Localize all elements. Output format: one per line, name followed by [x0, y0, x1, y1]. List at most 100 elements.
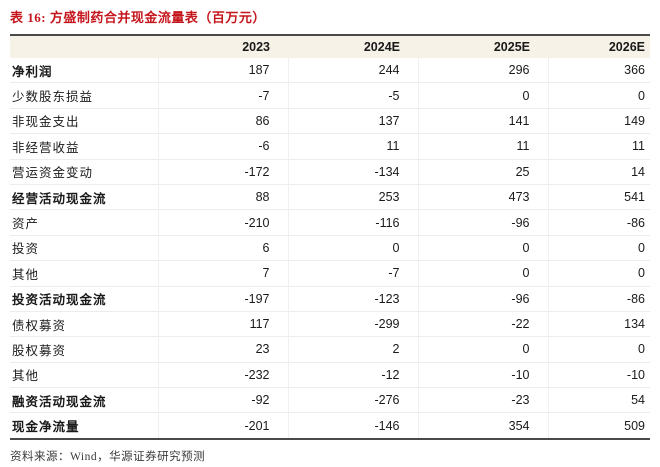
- cell-value: -276: [287, 387, 418, 413]
- cell-value: -7: [157, 82, 288, 109]
- cell-value: 2: [287, 336, 418, 363]
- table-row: 非现金支出 86 137 141 149: [10, 108, 650, 134]
- cell-value: -86: [547, 286, 650, 312]
- table-row: 经营活动现金流 88 253 473 541: [10, 184, 650, 210]
- cell-value: -96: [417, 286, 548, 312]
- row-label: 投资: [12, 242, 40, 257]
- cell-value: -5: [287, 82, 418, 109]
- cell-value: 23: [157, 336, 288, 363]
- cell-value: -299: [287, 311, 418, 337]
- row-label: 股权募资: [12, 343, 67, 358]
- cell-value: 86: [157, 108, 288, 134]
- cell-value: 0: [547, 336, 650, 363]
- cell-value: 54: [547, 387, 650, 413]
- row-label: 融资活动现金流: [12, 394, 107, 409]
- column-header-2023: 2023: [158, 35, 288, 58]
- table-row: 少数股东损益 -7 -5 0 0: [10, 82, 650, 109]
- table-row: 投资活动现金流 -197 -123 -96 -86: [10, 286, 650, 312]
- table-row: 净利润 187 244 296 366: [10, 58, 650, 83]
- row-label: 净利润: [12, 64, 53, 79]
- column-header-2025e: 2025E: [418, 35, 548, 58]
- row-label: 非现金支出: [12, 115, 80, 130]
- cell-value: 141: [417, 108, 548, 134]
- header-row: 2023 2024E 2025E 2026E: [10, 35, 650, 58]
- cell-value: -86: [547, 209, 650, 236]
- cell-value: -232: [157, 362, 288, 388]
- cell-value: -116: [287, 209, 418, 236]
- cell-value: -10: [417, 362, 548, 388]
- cell-value: -210: [157, 209, 288, 236]
- column-header-2026e: 2026E: [548, 35, 650, 58]
- cell-value: -92: [157, 387, 288, 413]
- cash-flow-table: 2023 2024E 2025E 2026E 净利润 187 244 296 366 少数…: [10, 34, 650, 440]
- table-row: 投资 6 0 0 0: [10, 235, 650, 261]
- cell-value: -12: [287, 362, 418, 388]
- cell-value: 7: [157, 260, 288, 287]
- table-title: 表 16: 方盛制药合并现金流量表（百万元）: [10, 10, 266, 25]
- cell-value: 244: [287, 58, 418, 83]
- cell-value: 149: [547, 108, 650, 134]
- cell-value: -146: [287, 412, 418, 439]
- cell-value: 117: [157, 311, 288, 337]
- table-row: 融资活动现金流 -92 -276 -23 54: [10, 387, 650, 413]
- cell-value: 541: [547, 184, 650, 210]
- cell-value: -201: [157, 412, 288, 439]
- cell-value: 0: [547, 235, 650, 261]
- cell-value: -10: [547, 362, 650, 388]
- cell-value: 25: [417, 159, 548, 185]
- cell-value: -96: [417, 209, 548, 236]
- table-row: 非经营收益 -6 11 11 11: [10, 133, 650, 160]
- cell-value: 88: [157, 184, 288, 210]
- cell-value: 0: [287, 235, 418, 261]
- row-label: 经营活动现金流: [12, 191, 107, 206]
- cell-value: 134: [547, 311, 650, 337]
- cell-value: 11: [287, 133, 418, 160]
- cell-value: -172: [157, 159, 288, 185]
- table-row: 营运资金变动 -172 -134 25 14: [10, 159, 650, 185]
- cell-value: 14: [547, 159, 650, 185]
- row-label: 少数股东损益: [12, 90, 94, 105]
- cell-value: -23: [417, 387, 548, 413]
- row-label: 资产: [12, 217, 40, 232]
- row-label: 投资活动现金流: [12, 293, 107, 308]
- cell-value: 296: [417, 58, 548, 83]
- table-body: 净利润 187 244 296 366 少数股东损益 -7 -5 0 0 非现金支出 86 137 141…: [10, 58, 650, 439]
- table-header: 2023 2024E 2025E 2026E: [10, 35, 650, 58]
- cell-value: -6: [157, 133, 288, 160]
- table-row: 资产 -210 -116 -96 -86: [10, 209, 650, 236]
- cell-value: -123: [287, 286, 418, 312]
- row-label: 营运资金变动: [12, 166, 94, 181]
- cell-value: 0: [547, 82, 650, 109]
- cell-value: 187: [157, 58, 288, 83]
- cell-value: 6: [157, 235, 288, 261]
- cell-value: 11: [547, 133, 650, 160]
- table-row: 股权募资 23 2 0 0: [10, 336, 650, 363]
- cell-value: 253: [287, 184, 418, 210]
- table-row: 债权募资 117 -299 -22 134: [10, 311, 650, 337]
- cell-value: 0: [417, 235, 548, 261]
- source-note: 资料来源：Wind，华源证券研究预测: [10, 450, 206, 463]
- row-label: 现金净流量: [12, 420, 80, 435]
- cell-value: 354: [417, 412, 548, 439]
- header-label-spacer: [10, 35, 158, 58]
- cell-value: 509: [547, 412, 650, 439]
- table-row: 现金净流量 -201 -146 354 509: [10, 412, 650, 439]
- cell-value: 473: [417, 184, 548, 210]
- cell-value: -197: [157, 286, 288, 312]
- cell-value: 137: [287, 108, 418, 134]
- row-label: 其他: [12, 267, 40, 282]
- cell-value: 0: [547, 260, 650, 287]
- row-label: 非经营收益: [12, 140, 80, 155]
- row-label: 债权募资: [12, 318, 67, 333]
- cell-value: 0: [417, 336, 548, 363]
- cell-value: 11: [417, 133, 548, 160]
- cell-value: 0: [417, 260, 548, 287]
- row-label: 其他: [12, 369, 40, 384]
- cell-value: 366: [547, 58, 650, 83]
- table-row: 其他 7 -7 0 0: [10, 260, 650, 287]
- cell-value: 0: [417, 82, 548, 109]
- cell-value: -7: [287, 260, 418, 287]
- column-header-2024e: 2024E: [288, 35, 418, 58]
- table-row: 其他 -232 -12 -10 -10: [10, 362, 650, 388]
